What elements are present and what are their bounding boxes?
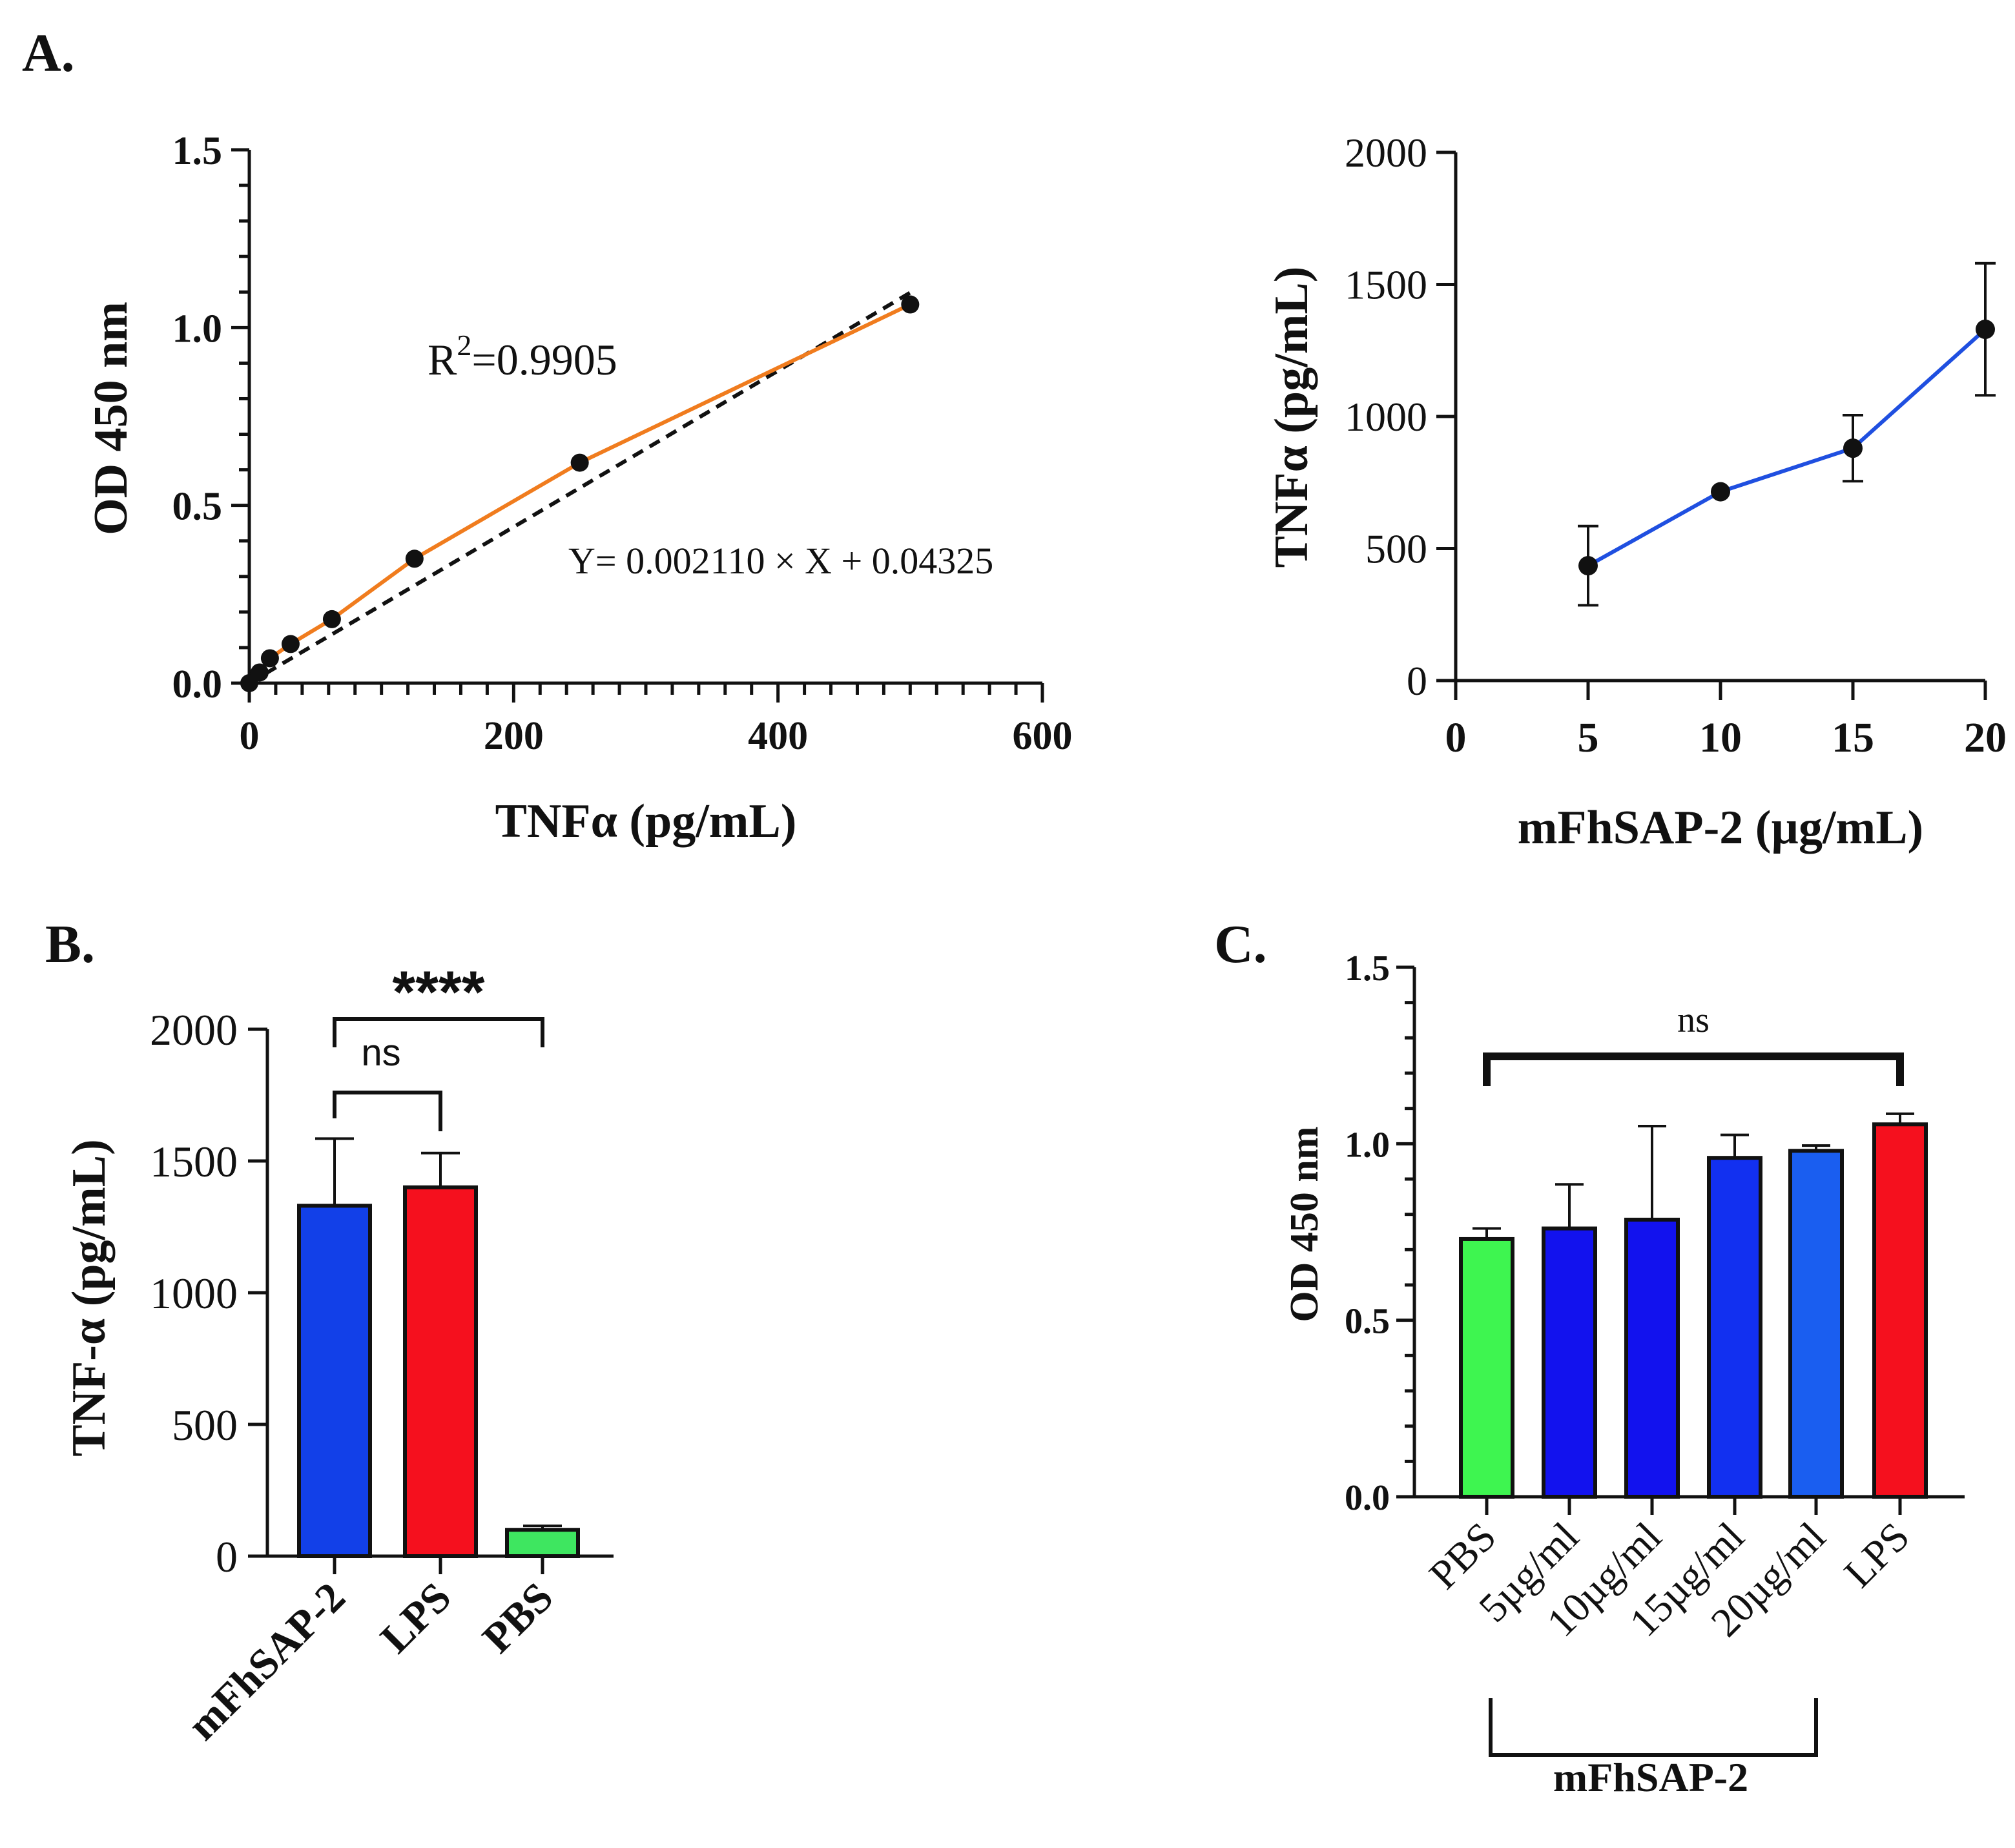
chart-c-bar: OD 450 nm mFhSAP-2 0.00.51.01.5PBS5µg/ml… — [1283, 949, 1965, 1800]
a2-data-point — [1711, 482, 1730, 502]
a1-y-tick-label: 0.5 — [172, 485, 223, 529]
panel-label-c: C. — [1214, 914, 1267, 974]
b-bar-mfhsap-2 — [297, 1204, 372, 1558]
r2-base: R — [428, 335, 457, 384]
a1-y-tick-label: 0.0 — [172, 662, 223, 706]
b-y-tick-label: 1000 — [150, 1269, 238, 1318]
a2-series-line — [1587, 327, 1987, 568]
c-y-tick-label: 1.5 — [1345, 949, 1390, 989]
c-group-bracket — [1489, 1698, 1818, 1757]
a2-y-tick-label: 0 — [1407, 658, 1427, 704]
a1-x-tick-label: 200 — [484, 714, 544, 758]
c-bar — [1707, 1156, 1762, 1499]
panel-label-b: B. — [45, 914, 95, 974]
c-y-tick-label: 0.0 — [1345, 1478, 1390, 1518]
a1-x-tick-label: 600 — [1013, 714, 1073, 758]
a2-x-tick-label: 20 — [1964, 714, 2007, 761]
c-bracket-ns — [1483, 1052, 1904, 1086]
c-x-tick-label: LPS — [1835, 1514, 1918, 1596]
b-x-tick-label: mFhSAP-2 — [179, 1574, 355, 1749]
a1-data-point — [322, 610, 341, 628]
chart-b-bar: TNF-α (pg/mL) 0 500 1000 1500 2000 mFhSAP-2 LP… — [63, 960, 614, 1749]
a2-y-axis-title: TNFα (pg/mL) — [1265, 267, 1318, 568]
a2-y-tick-label: 2000 — [1345, 130, 1427, 176]
panel-label-a: A. — [22, 23, 75, 83]
a1-data-point — [250, 663, 269, 682]
a2-data-point — [1578, 556, 1598, 576]
a2-data-point — [1843, 438, 1863, 458]
a2-x-tick-label: 15 — [1832, 714, 1874, 761]
a1-data-point — [405, 549, 424, 568]
r2-annotation: R2=0.9905 — [428, 329, 617, 384]
a2-y-tick-label: 1500 — [1345, 262, 1427, 308]
b-y-tick-label: 0 — [216, 1532, 238, 1581]
b-sig-star: **** — [392, 960, 484, 1025]
b-bar-pbs — [505, 1528, 580, 1558]
r2-value: =0.9905 — [471, 335, 617, 384]
c-bar — [1788, 1149, 1844, 1499]
a1-x-axis-title: TNFα (pg/mL) — [495, 795, 797, 848]
a1-data-point — [281, 635, 300, 653]
b-x-tick-label: PBS — [473, 1574, 562, 1662]
c-group-label: mFhSAP-2 — [1553, 1754, 1748, 1800]
a2-y-tick-label: 500 — [1365, 526, 1427, 572]
b-bracket-star — [333, 1017, 544, 1047]
a1-y-tick-label: 1.5 — [172, 129, 223, 173]
a2-x-tick-label: 0 — [1445, 714, 1467, 761]
b-y-tick-label: 500 — [172, 1401, 238, 1450]
c-bar — [1872, 1122, 1928, 1499]
a2-x-tick-label: 10 — [1699, 714, 1742, 761]
b-x-tick-label: LPS — [371, 1574, 460, 1662]
a1-x-tick-label: 0 — [240, 714, 260, 758]
b-bar-lps — [403, 1185, 478, 1559]
b-sig-ns: ns — [361, 1032, 400, 1074]
a1-y-axis-title: OD 450 nm — [85, 302, 138, 535]
c-sig-ns: ns — [1677, 1000, 1710, 1040]
b-y-axis-title: TNF-α (pg/mL) — [63, 1139, 116, 1456]
fit-equation: Y= 0.002110 × X + 0.04325 — [568, 540, 993, 582]
r2-exponent: 2 — [457, 329, 471, 362]
c-bar — [1459, 1237, 1514, 1499]
a1-data-point — [570, 453, 589, 472]
b-y-tick-label: 2000 — [150, 1005, 238, 1054]
a1-x-tick-label: 400 — [748, 714, 808, 758]
b-bracket-ns — [333, 1091, 442, 1131]
a1-data-point — [901, 295, 920, 314]
chart-standard-curve: R2=0.9905 Y= 0.002110 × X + 0.04325 TNFα… — [85, 129, 1073, 848]
a1-y-tick-label: 1.0 — [172, 307, 223, 351]
a2-x-tick-label: 5 — [1578, 714, 1599, 761]
chart-dose-response: mFhSAP-2 (µg/mL) TNFα (pg/mL) 0 5 10 15 20 0 5… — [1265, 130, 2007, 854]
c-y-axis-title: OD 450 nm — [1283, 1126, 1327, 1322]
c-bar — [1542, 1226, 1597, 1499]
a2-y-tick-label: 1000 — [1345, 394, 1427, 440]
a2-data-point — [1976, 320, 1995, 340]
a1-data-point — [260, 649, 279, 668]
c-y-tick-label: 0.5 — [1345, 1302, 1390, 1342]
a2-x-axis-title: mFhSAP-2 (µg/mL) — [1518, 801, 1923, 854]
c-y-tick-label: 1.0 — [1345, 1125, 1390, 1165]
b-y-tick-label: 1500 — [150, 1137, 238, 1186]
c-bar — [1624, 1217, 1680, 1499]
